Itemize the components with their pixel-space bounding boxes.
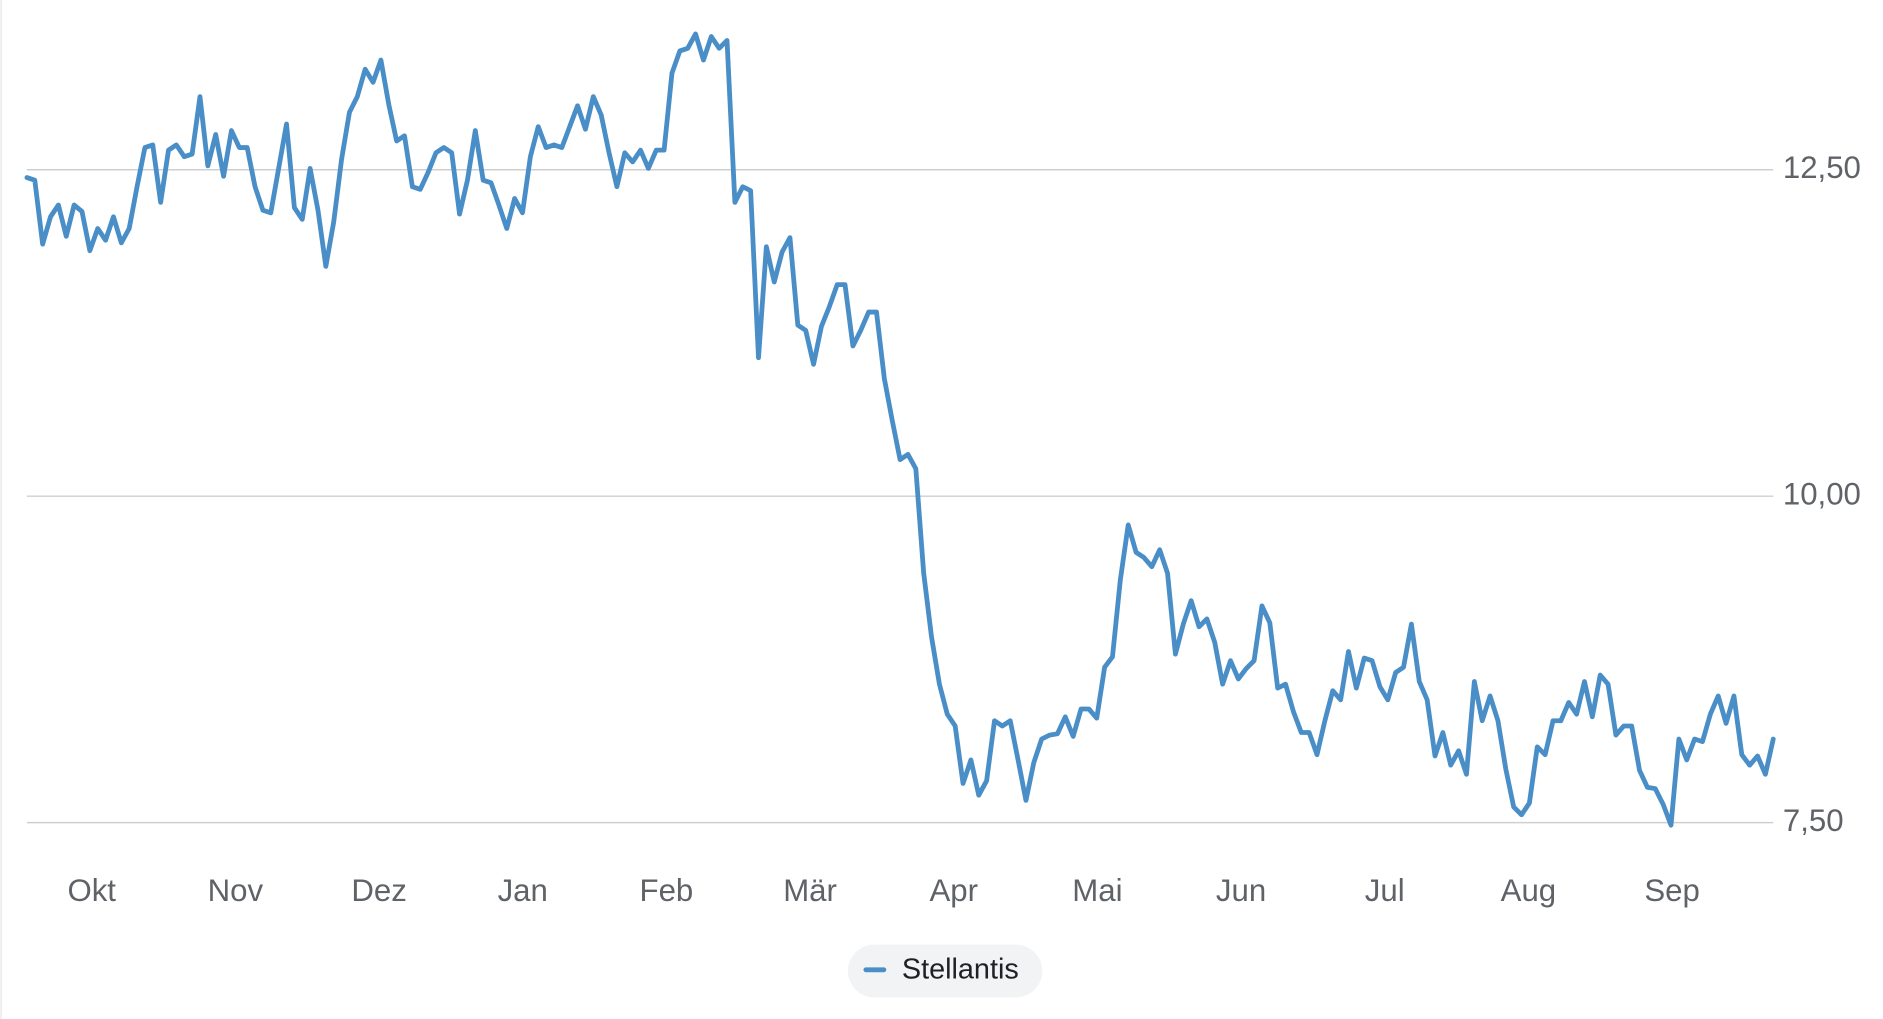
- x-tick-label: Mär: [783, 873, 837, 908]
- x-tick-label: Feb: [640, 873, 694, 908]
- x-tick-label: Okt: [67, 873, 116, 908]
- x-tick-label: Jan: [498, 873, 548, 908]
- x-tick-label: Jul: [1365, 873, 1405, 908]
- x-tick-label: Apr: [929, 873, 978, 908]
- series-line: [24, 31, 1776, 828]
- legend-label: Stellantis: [902, 954, 1019, 986]
- x-tick-label: Jun: [1216, 873, 1266, 908]
- x-tick-label: Dez: [351, 873, 406, 908]
- y-tick-label: 12,50: [1783, 150, 1861, 185]
- x-tick-label: Mai: [1072, 873, 1122, 908]
- legend: Stellantis: [847, 944, 1043, 998]
- y-tick-label: 7,50: [1783, 803, 1844, 838]
- x-tick-label: Aug: [1501, 873, 1557, 908]
- legend-chip[interactable]: [847, 944, 1043, 998]
- x-tick-label: Nov: [208, 873, 264, 908]
- x-tick-label: Sep: [1644, 873, 1700, 908]
- y-tick-label: 10,00: [1783, 476, 1861, 511]
